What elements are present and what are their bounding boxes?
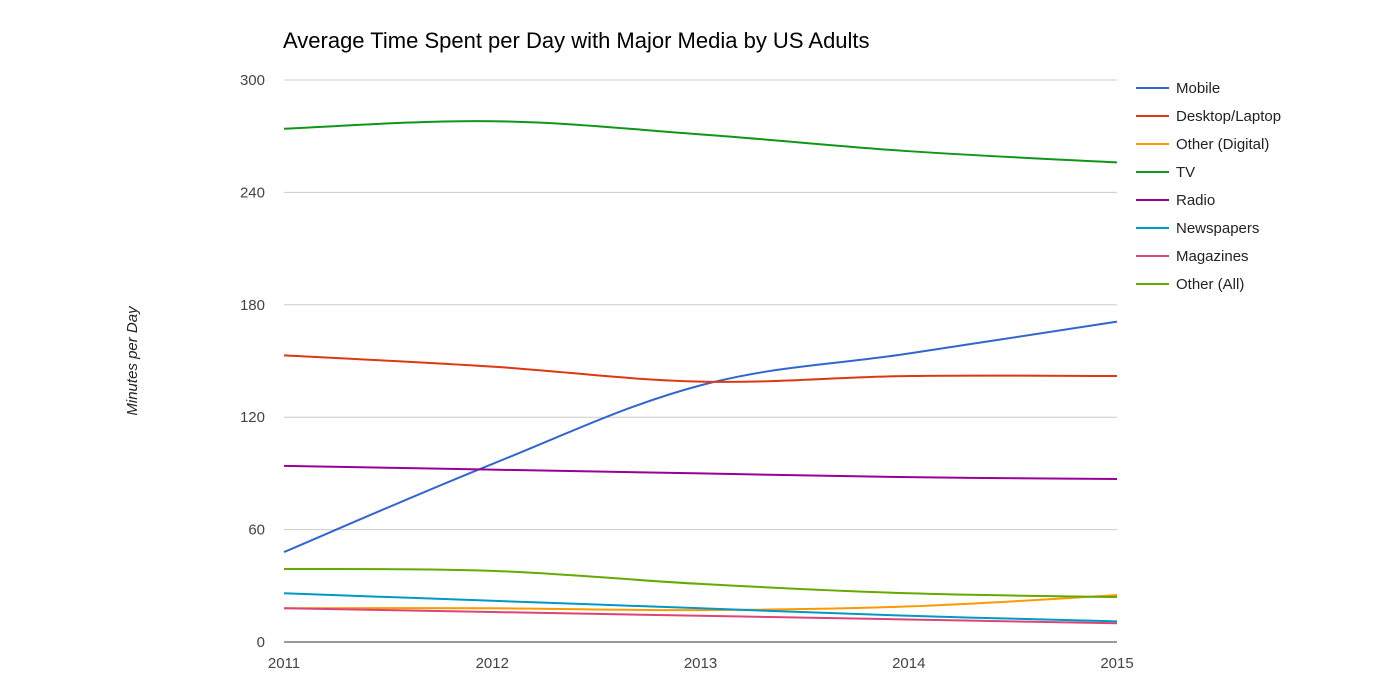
- x-tick-label: 2014: [892, 655, 925, 672]
- legend-item-desktop-laptop[interactable]: Desktop/Laptop: [1136, 108, 1281, 125]
- y-tick-label: 240: [240, 184, 265, 201]
- y-tick-label: 60: [248, 522, 265, 539]
- series-line-tv[interactable]: [283, 120, 1118, 164]
- x-tick-label: 2012: [476, 655, 509, 672]
- legend-label: Other (Digital): [1176, 136, 1269, 153]
- legend-item-mobile[interactable]: Mobile: [1136, 80, 1220, 97]
- legend-item-magazines[interactable]: Magazines: [1136, 248, 1249, 265]
- series-line-other-all[interactable]: [283, 567, 1118, 599]
- series-line-other-digital[interactable]: [283, 594, 1118, 612]
- x-tick-label: 2011: [268, 655, 300, 672]
- series-line-newspapers[interactable]: [283, 592, 1118, 623]
- y-axis-label: Minutes per Day: [124, 305, 141, 416]
- y-tick-label: 0: [257, 634, 265, 651]
- x-tick-label: 2015: [1100, 655, 1133, 672]
- legend-label: Desktop/Laptop: [1176, 108, 1281, 125]
- legend-item-other-digital[interactable]: Other (Digital): [1136, 136, 1269, 153]
- legend-label: Radio: [1176, 192, 1215, 209]
- legend-label: Other (All): [1176, 276, 1244, 293]
- y-tick-label: 180: [240, 297, 265, 314]
- x-axis-ticks: 2011 2012 2013 2014 2015: [268, 655, 1134, 672]
- series-line-radio[interactable]: [283, 464, 1118, 481]
- legend-label: TV: [1176, 164, 1195, 181]
- legend-item-radio[interactable]: Radio: [1136, 192, 1215, 209]
- gridlines: [284, 79, 1117, 643]
- legend-label: Mobile: [1176, 80, 1220, 97]
- y-tick-label: 300: [240, 72, 265, 89]
- y-axis-ticks: 0 60 120 180 240 300: [240, 72, 265, 651]
- legend-item-tv[interactable]: TV: [1136, 164, 1195, 181]
- legend-item-other-all[interactable]: Other (All): [1136, 276, 1244, 293]
- series-line-mobile[interactable]: [283, 320, 1118, 554]
- legend[interactable]: Mobile Desktop/Laptop Other (Digital) TV Rad…: [1136, 80, 1281, 293]
- series-line-desktop-laptop[interactable]: [283, 354, 1118, 383]
- chart-title: Average Time Spent per Day with Major Me…: [283, 28, 870, 53]
- series-lines: [283, 120, 1118, 625]
- legend-label: Newspapers: [1176, 220, 1259, 237]
- legend-item-newspapers[interactable]: Newspapers: [1136, 220, 1259, 237]
- y-tick-label: 120: [240, 409, 265, 426]
- x-tick-label: 2013: [684, 655, 717, 672]
- legend-label: Magazines: [1176, 248, 1249, 265]
- series-line-magazines[interactable]: [283, 607, 1118, 625]
